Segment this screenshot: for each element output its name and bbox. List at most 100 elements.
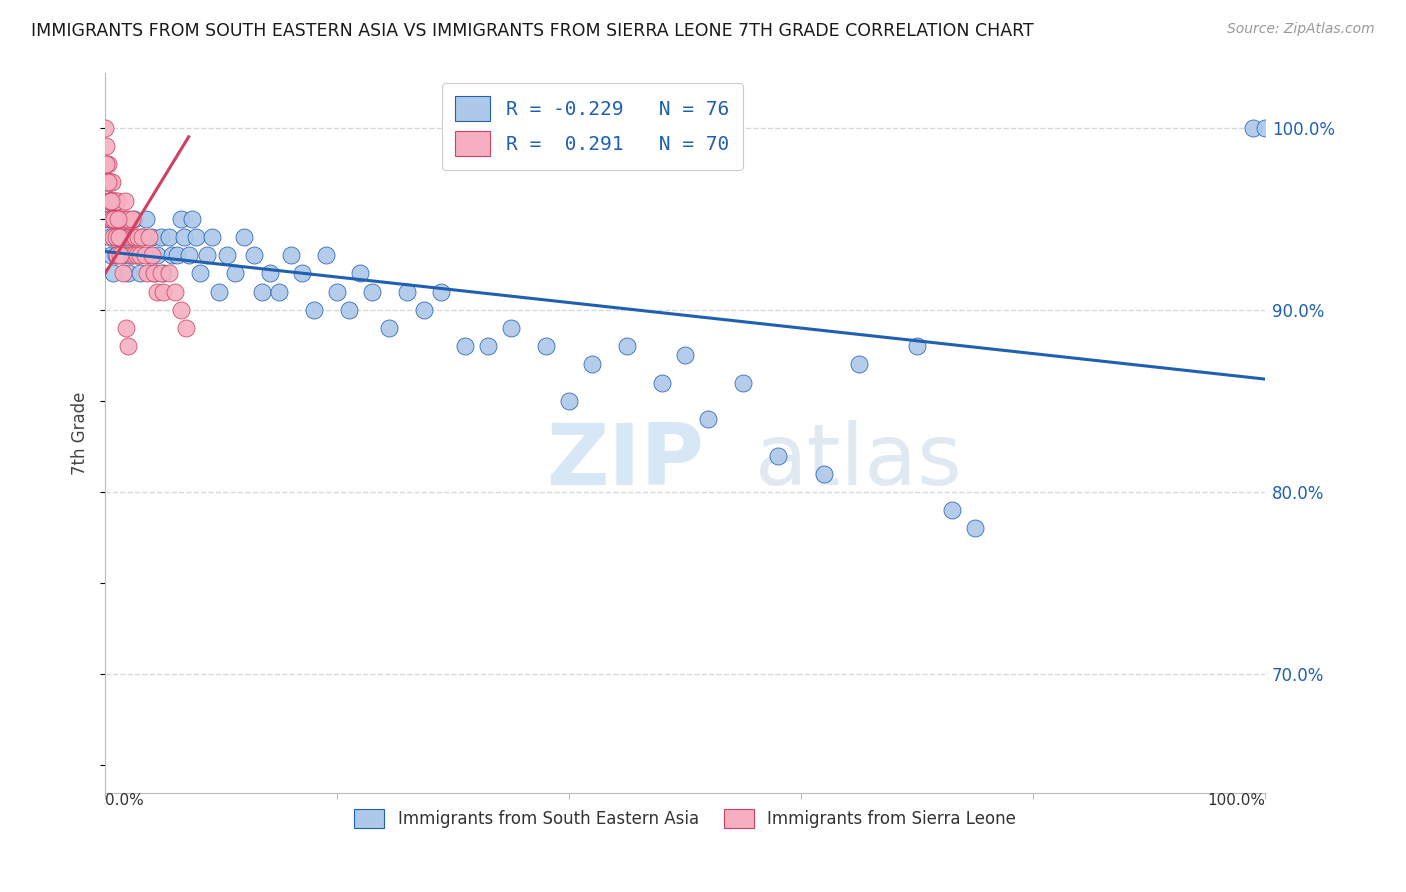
- Point: [108, 211, 131, 226]
- Point: [454, 339, 477, 353]
- Point: [124, 230, 146, 244]
- Point: [108, 230, 131, 244]
- Point: [97, 194, 120, 208]
- Text: Source: ZipAtlas.com: Source: ZipAtlas.com: [1227, 22, 1375, 37]
- Point: [166, 248, 188, 262]
- Point: [100, 175, 122, 189]
- Point: [103, 266, 125, 280]
- Text: atlas: atlas: [755, 420, 963, 503]
- Point: [259, 266, 281, 280]
- Point: [103, 194, 125, 208]
- Point: [152, 285, 174, 299]
- Point: [269, 285, 291, 299]
- Point: [233, 230, 256, 244]
- Point: [162, 248, 184, 262]
- Point: [141, 248, 163, 262]
- Point: [101, 211, 124, 226]
- Point: [103, 194, 125, 208]
- Point: [616, 339, 638, 353]
- Point: [413, 302, 436, 317]
- Point: [105, 248, 128, 262]
- Point: [112, 230, 135, 244]
- Point: [215, 248, 238, 262]
- Point: [534, 339, 557, 353]
- Point: [118, 230, 141, 244]
- Point: [100, 194, 122, 208]
- Point: [97, 194, 120, 208]
- Point: [138, 230, 160, 244]
- Point: [149, 230, 172, 244]
- Point: [98, 230, 121, 244]
- Point: [152, 266, 174, 280]
- Point: [813, 467, 835, 481]
- Point: [361, 285, 384, 299]
- Point: [766, 449, 789, 463]
- Point: [208, 285, 231, 299]
- Point: [349, 266, 371, 280]
- Point: [131, 230, 153, 244]
- Point: [96, 211, 118, 226]
- Point: [115, 211, 138, 226]
- Y-axis label: 7th Grade: 7th Grade: [72, 391, 89, 475]
- Text: IMMIGRANTS FROM SOUTH EASTERN ASIA VS IMMIGRANTS FROM SIERRA LEONE 7TH GRADE COR: IMMIGRANTS FROM SOUTH EASTERN ASIA VS IM…: [31, 22, 1033, 40]
- Point: [291, 266, 314, 280]
- Point: [117, 230, 139, 244]
- Point: [135, 211, 157, 226]
- Point: [1241, 120, 1264, 135]
- Point: [96, 139, 118, 153]
- Point: [105, 230, 128, 244]
- Point: [581, 358, 603, 372]
- Point: [96, 157, 118, 171]
- Point: [103, 230, 125, 244]
- Point: [136, 266, 159, 280]
- Point: [558, 393, 581, 408]
- Point: [651, 376, 673, 390]
- Point: [129, 266, 152, 280]
- Point: [250, 285, 273, 299]
- Point: [115, 230, 138, 244]
- Point: [96, 175, 118, 189]
- Point: [477, 339, 499, 353]
- Point: [201, 230, 224, 244]
- Point: [430, 285, 453, 299]
- Point: [96, 157, 118, 171]
- Point: [224, 266, 246, 280]
- Point: [326, 285, 349, 299]
- Point: [97, 175, 120, 189]
- Text: ZIP: ZIP: [546, 420, 703, 503]
- Point: [122, 211, 145, 226]
- Point: [110, 248, 132, 262]
- Point: [142, 266, 165, 280]
- Text: 100.0%: 100.0%: [1206, 793, 1265, 807]
- Point: [848, 358, 870, 372]
- Point: [101, 175, 124, 189]
- Point: [941, 503, 963, 517]
- Point: [98, 175, 121, 189]
- Point: [337, 302, 360, 317]
- Point: [146, 248, 169, 262]
- Point: [697, 412, 720, 426]
- Point: [127, 248, 149, 262]
- Point: [101, 194, 124, 208]
- Point: [104, 248, 127, 262]
- Point: [731, 376, 754, 390]
- Point: [302, 302, 325, 317]
- Point: [98, 211, 121, 226]
- Point: [169, 211, 191, 226]
- Point: [108, 230, 131, 244]
- Point: [499, 321, 522, 335]
- Point: [188, 266, 211, 280]
- Point: [96, 175, 118, 189]
- Point: [107, 211, 129, 226]
- Point: [177, 248, 200, 262]
- Point: [673, 348, 696, 362]
- Point: [138, 248, 160, 262]
- Point: [129, 248, 152, 262]
- Point: [905, 339, 928, 353]
- Point: [117, 211, 139, 226]
- Point: [125, 248, 148, 262]
- Point: [105, 194, 128, 208]
- Point: [131, 230, 153, 244]
- Point: [142, 266, 165, 280]
- Point: [163, 285, 186, 299]
